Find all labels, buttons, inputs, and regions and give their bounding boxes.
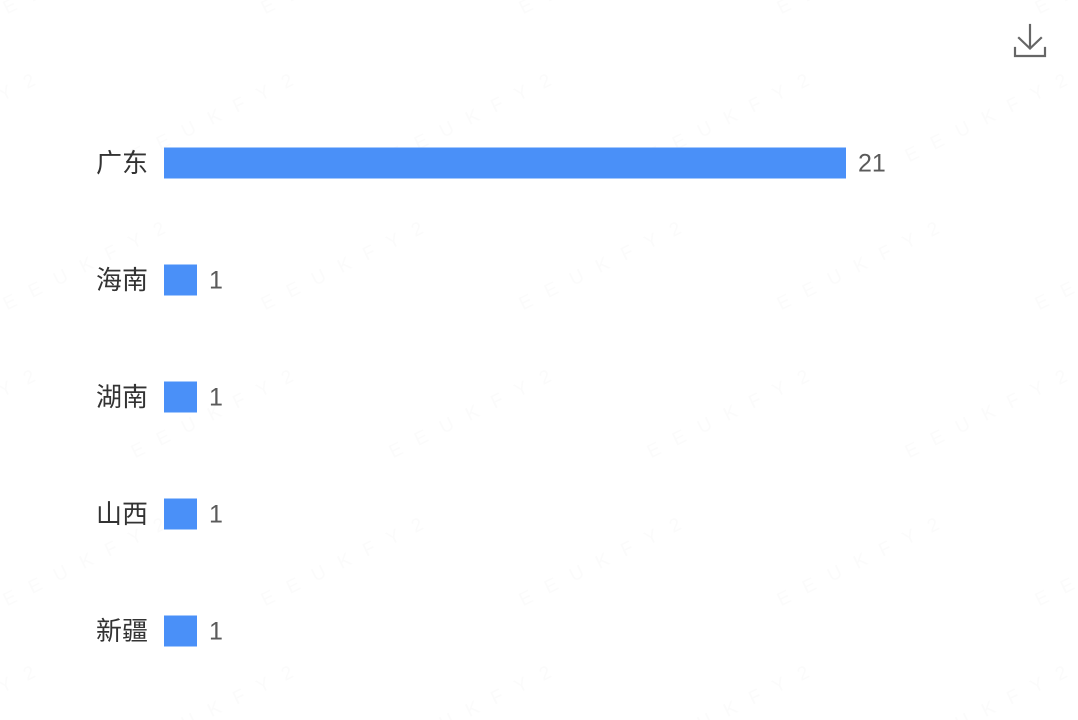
bar-value-label: 1 bbox=[209, 383, 223, 411]
bar-track: 1 bbox=[164, 264, 1024, 296]
bar-category-label: 新疆 bbox=[95, 616, 148, 646]
bar-row[interactable]: 海南 1 bbox=[0, 245, 1078, 315]
bar-category-label: 广东 bbox=[95, 148, 148, 178]
bar-row[interactable]: 新疆 1 bbox=[0, 596, 1078, 666]
download-icon[interactable] bbox=[1008, 20, 1052, 64]
bar-track: 21 bbox=[164, 147, 1024, 179]
bar-value-label: 1 bbox=[209, 617, 223, 645]
bar-row[interactable]: 山西 1 bbox=[0, 479, 1078, 549]
bar-track: 1 bbox=[164, 615, 1024, 647]
bar-category-label: 湖南 bbox=[95, 382, 148, 412]
bar-row[interactable]: 湖南 1 bbox=[0, 362, 1078, 432]
bar-fill[interactable] bbox=[164, 381, 197, 413]
bar-value-label: 1 bbox=[209, 266, 223, 294]
bar-fill[interactable] bbox=[164, 264, 197, 296]
bar-fill[interactable] bbox=[164, 147, 846, 179]
bar-category-label: 山西 bbox=[95, 499, 148, 529]
bar-track: 1 bbox=[164, 498, 1024, 530]
bar-category-label: 海南 bbox=[95, 265, 148, 295]
plot-area: 广东 21 海南 1 湖南 1 山西 1 新疆 1 bbox=[0, 131, 1078, 716]
bar-fill[interactable] bbox=[164, 498, 197, 530]
bar-fill[interactable] bbox=[164, 615, 197, 647]
bar-value-label: 21 bbox=[858, 149, 886, 177]
bar-value-label: 1 bbox=[209, 500, 223, 528]
bar-row[interactable]: 广东 21 bbox=[0, 128, 1078, 198]
bar-track: 1 bbox=[164, 381, 1024, 413]
